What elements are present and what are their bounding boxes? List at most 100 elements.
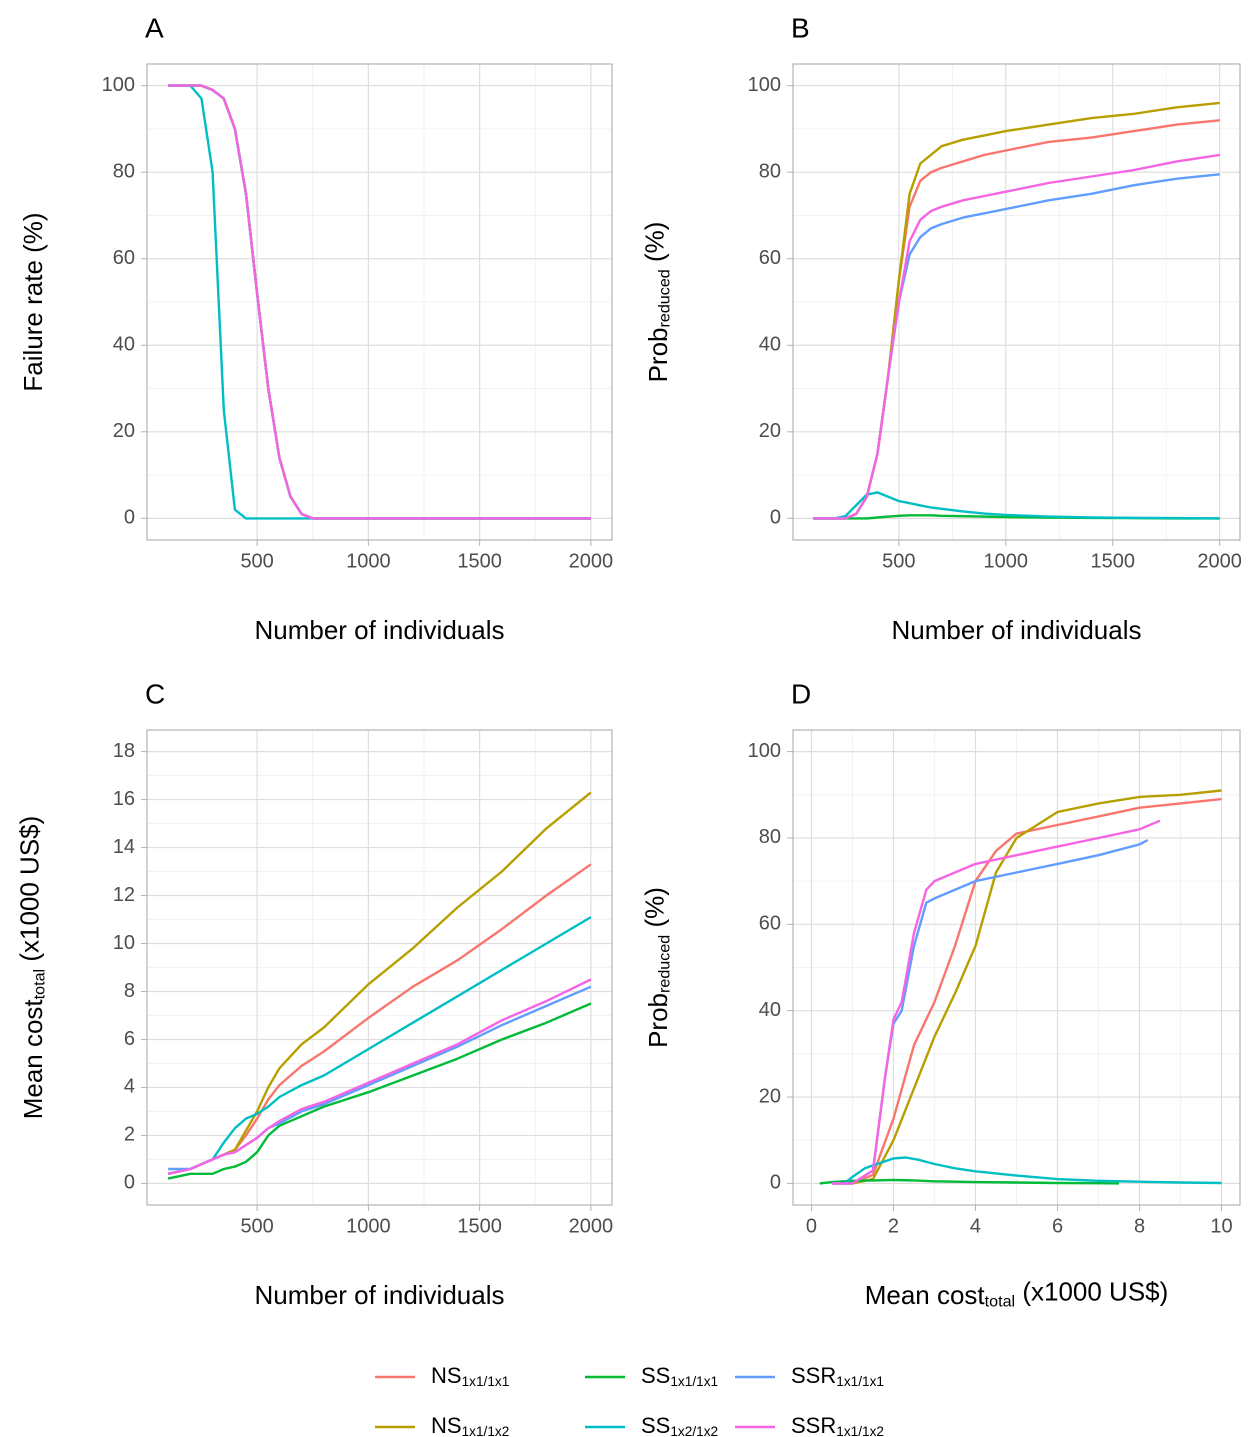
- label-part: 1x1/1x2: [462, 1423, 510, 1437]
- x-tick-label: 1500: [1090, 550, 1135, 572]
- y-tick-label: 18: [113, 740, 135, 762]
- label-part: 1x1/1x2: [836, 1423, 884, 1437]
- y-tick-label: 8: [124, 980, 135, 1002]
- label-part: NS: [431, 1413, 462, 1437]
- y-tick-label: 40: [759, 334, 781, 356]
- series-line: [167, 916, 592, 1175]
- series-line: [167, 1002, 592, 1180]
- x-tick-label: 8: [1134, 1215, 1145, 1237]
- series-line: [168, 84, 591, 520]
- x-tick-label: 1000: [346, 550, 391, 572]
- y-tick-label: 40: [759, 999, 781, 1021]
- label-part: reduced: [656, 935, 674, 993]
- panel: 0 20 40 60 80 100 500 1000 1500 2000 A Number of in…: [18, 12, 613, 644]
- x-tick-label: 2000: [569, 1215, 614, 1237]
- panel-letter: B: [791, 12, 810, 43]
- x-axis-title: Number of individuals: [254, 1280, 504, 1310]
- y-tick-label: 80: [113, 160, 135, 182]
- label-part: Prob: [643, 327, 673, 382]
- series-line: [813, 491, 1220, 520]
- legend-label: SSR1x1/1x2: [791, 1413, 884, 1437]
- y-tick-label: 80: [759, 160, 781, 182]
- plot-border: [792, 729, 1241, 1206]
- x-tick-label: 500: [240, 550, 273, 572]
- y-tick-label: 40: [113, 334, 135, 356]
- y-tick-label: 6: [124, 1028, 135, 1050]
- x-tick-label: 4: [970, 1215, 981, 1237]
- y-tick-label: 0: [770, 507, 781, 529]
- legend: NS1x1/1x1NS1x1/1x2SS1x1/1x1SS1x2/1x2SSR1…: [375, 1363, 884, 1437]
- y-tick-label: 100: [748, 740, 781, 762]
- label-part: (%): [639, 222, 669, 270]
- y-tick-label: 60: [759, 247, 781, 269]
- x-tick-label: 1500: [457, 550, 502, 572]
- panel-letter: A: [145, 12, 164, 43]
- plot-border: [146, 729, 613, 1206]
- label-part: 1x1/1x1: [836, 1373, 884, 1388]
- label-part: Mean cost: [18, 999, 48, 1120]
- y-tick-label: 20: [759, 1085, 781, 1107]
- label-part: 1x2/1x2: [670, 1423, 718, 1437]
- series-line: [813, 153, 1220, 520]
- label-part: 1x1/1x1: [670, 1373, 718, 1388]
- y-tick-label: 100: [102, 74, 135, 96]
- x-tick-label: 6: [1052, 1215, 1063, 1237]
- label-part: (x1000 US$): [14, 816, 44, 969]
- x-tick-label: 500: [882, 550, 915, 572]
- panel-letter: D: [791, 678, 811, 709]
- series-line: [832, 789, 1222, 1185]
- y-axis-title: Mean costtotal (x1000 US$): [14, 816, 48, 1120]
- label-part: SSR: [791, 1413, 836, 1437]
- y-axis-title: Probreduced (%): [639, 887, 673, 1048]
- series-line: [832, 1156, 1222, 1185]
- y-tick-label: 20: [759, 420, 781, 442]
- plot-border: [146, 63, 613, 541]
- y-tick-label: 12: [113, 884, 135, 906]
- y-tick-label: 2: [124, 1124, 135, 1146]
- label-part: NS: [431, 1363, 462, 1388]
- series-line: [832, 819, 1161, 1185]
- label-part: total: [31, 969, 49, 999]
- y-tick-label: 60: [113, 247, 135, 269]
- label-part: Mean cost: [865, 1280, 986, 1310]
- x-tick-label: 500: [240, 1215, 273, 1237]
- y-tick-label: 4: [124, 1076, 135, 1098]
- legend-label: SS1x1/1x1: [641, 1363, 718, 1389]
- x-tick-label: 2000: [569, 550, 614, 572]
- x-tick-label: 0: [806, 1215, 817, 1237]
- series-line: [167, 978, 592, 1175]
- legend-label: NS1x1/1x1: [431, 1363, 509, 1389]
- label-part: (x1000 US$): [1015, 1276, 1168, 1306]
- y-tick-label: 0: [124, 507, 135, 529]
- panel: 0 20 40 60 80 100 500 1000 1500 2000 B Number of in…: [639, 12, 1242, 644]
- legend-label: NS1x1/1x2: [431, 1413, 509, 1437]
- panel: 0 20 40 60 80 100 0 2 4 6 8 10 D Mean costtotal (x100…: [639, 678, 1241, 1311]
- y-tick-label: 0: [124, 1172, 135, 1194]
- x-tick-label: 1000: [984, 550, 1029, 572]
- x-tick-label: 2: [888, 1215, 899, 1237]
- label-part: reduced: [656, 269, 674, 327]
- y-tick-label: 80: [759, 826, 781, 848]
- label-part: total: [985, 1293, 1015, 1311]
- x-axis-title: Number of individuals: [254, 615, 504, 645]
- label-part: SS: [641, 1413, 670, 1437]
- y-axis-title: Probreduced (%): [639, 222, 673, 383]
- legend-label: SS1x2/1x2: [641, 1413, 718, 1437]
- label-part: (%): [639, 887, 669, 935]
- label-part: 1x1/1x1: [462, 1373, 510, 1388]
- x-axis-title: Number of individuals: [891, 615, 1141, 645]
- y-tick-label: 100: [748, 74, 781, 96]
- y-tick-label: 60: [759, 913, 781, 935]
- y-tick-label: 14: [113, 836, 135, 858]
- plot-border: [792, 63, 1241, 541]
- panel-letter: C: [145, 678, 165, 709]
- x-tick-label: 10: [1210, 1215, 1232, 1237]
- y-axis-title: Failure rate (%): [18, 212, 48, 391]
- x-tick-label: 2000: [1197, 550, 1242, 572]
- y-tick-label: 0: [770, 1172, 781, 1194]
- y-tick-label: 16: [113, 788, 135, 810]
- label-part: Prob: [643, 993, 673, 1048]
- x-axis-title: Mean costtotal (x1000 US$): [865, 1276, 1169, 1310]
- label-part: SS: [641, 1363, 670, 1388]
